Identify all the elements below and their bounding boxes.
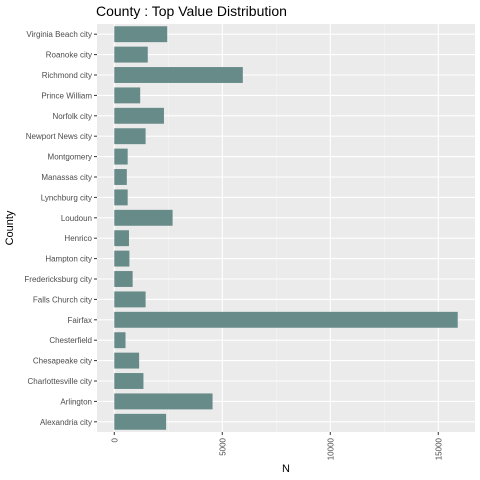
bar [114, 148, 128, 165]
bar [114, 189, 128, 206]
y-tick-label: Newport News city [26, 132, 92, 141]
x-tick-label: 10000 [326, 437, 335, 460]
y-tick-label: Loudoun [61, 214, 92, 223]
bar [114, 46, 148, 63]
bar [114, 271, 133, 287]
x-axis-ticks: 0 5000 10000 15000 [110, 432, 443, 460]
x-tick-label: 0 [110, 437, 119, 442]
y-tick-label: Montgomery [48, 153, 92, 162]
bar [114, 352, 140, 369]
y-tick-label: Chesterfield [49, 336, 92, 345]
bar [114, 373, 144, 389]
y-tick-label: Falls Church city [33, 295, 92, 304]
x-tick-label: 15000 [434, 437, 443, 460]
bar [114, 26, 168, 43]
y-tick-label: Norfolk city [52, 112, 92, 121]
x-tick-label: 5000 [218, 437, 227, 455]
bar [114, 209, 173, 226]
y-tick-label: Prince William [41, 91, 92, 100]
y-tick-label: Richmond city [42, 71, 92, 80]
y-tick-label: Fairfax [68, 316, 92, 325]
bar [114, 291, 146, 308]
y-tick-label: Arlington [60, 397, 92, 406]
bar [114, 311, 458, 328]
bars-group [114, 26, 458, 430]
y-tick-label: Virginia Beach city [26, 30, 92, 39]
y-tick-label: Henrico [64, 234, 92, 243]
bar [114, 393, 213, 410]
bar [114, 67, 243, 83]
chart-title: County : Top Value Distribution [96, 3, 287, 19]
y-tick-label: Roanoke city [46, 51, 92, 60]
bar [114, 107, 164, 124]
y-tick-label: Alexandria city [40, 418, 92, 427]
bar [114, 169, 127, 185]
x-axis-title: N [282, 463, 290, 475]
y-tick-label: Charlottesville city [28, 377, 92, 386]
y-tick-label: Chesapeake city [33, 357, 92, 366]
bar [114, 250, 130, 267]
bar [114, 87, 141, 104]
y-axis-title: County [4, 210, 16, 245]
bar [114, 128, 146, 145]
bar [114, 332, 126, 349]
y-tick-label: Manassas city [41, 173, 92, 182]
y-tick-label: Hampton city [45, 255, 92, 264]
y-tick-label: Fredericksburg city [24, 275, 92, 284]
bar [114, 413, 167, 430]
y-axis-ticks: Virginia Beach city Roanoke city Richmond … [24, 30, 97, 427]
plot-panel [97, 24, 475, 432]
bar [114, 230, 129, 247]
y-tick-label: Lynchburg city [41, 193, 92, 202]
